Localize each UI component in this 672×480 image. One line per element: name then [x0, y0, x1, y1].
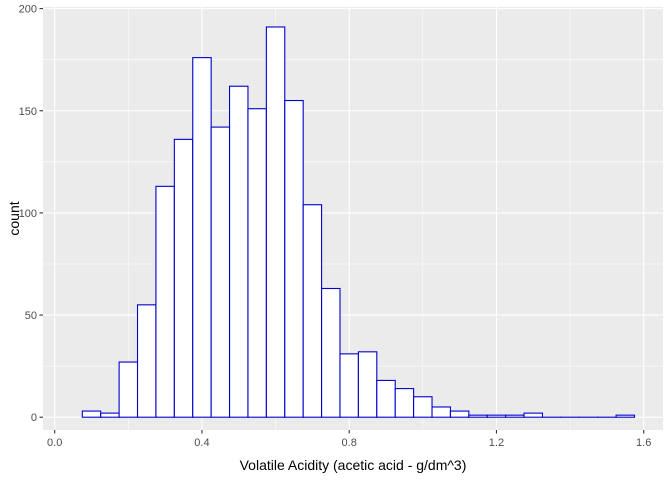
histogram-bar	[468, 414, 488, 418]
x-tick-label: 1.6	[636, 437, 651, 449]
histogram-bar	[136, 304, 157, 418]
histogram-bar	[284, 99, 304, 418]
x-tick-label: 1.2	[489, 437, 504, 449]
histogram-bar	[376, 379, 396, 418]
x-tick-label: 0.4	[194, 437, 209, 449]
histogram-bar	[247, 108, 267, 418]
histogram-bar	[339, 353, 359, 418]
histogram-bar	[210, 126, 231, 418]
histogram-bar	[505, 414, 525, 418]
histogram-bar	[394, 388, 415, 418]
y-tick-label: 150	[19, 106, 37, 118]
y-tick-label: 50	[25, 310, 37, 322]
histogram-bar	[486, 414, 507, 418]
histogram-bar	[173, 138, 194, 418]
histogram-bars	[81, 26, 636, 418]
histogram-bar	[413, 396, 433, 418]
histogram-bar	[321, 287, 341, 418]
histogram-bar	[431, 406, 451, 418]
x-tick-label: 0.8	[342, 437, 357, 449]
histogram-bar	[100, 412, 120, 418]
y-axis: 0 50 100 150 200	[19, 4, 43, 424]
y-axis-title: count	[6, 201, 22, 235]
x-axis: 0.0 0.4 0.8 1.2 1.6	[47, 430, 651, 449]
histogram-bar	[155, 185, 175, 418]
histogram-bar	[449, 410, 470, 418]
histogram-bar	[265, 26, 286, 418]
x-axis-title: Volatile Acidity (acetic acid - g/dm^3)	[240, 457, 467, 473]
histogram-bar	[229, 85, 249, 418]
histogram-bar	[357, 351, 378, 418]
histogram-bar	[192, 57, 212, 418]
histogram-bar	[302, 204, 323, 418]
histogram-bar	[81, 410, 102, 418]
y-tick-label: 100	[19, 208, 37, 220]
y-tick-label: 0	[31, 412, 37, 424]
histogram-bar	[615, 414, 636, 418]
histogram-bar	[118, 361, 139, 418]
x-tick-label: 0.0	[47, 437, 62, 449]
histogram-bar	[523, 412, 544, 418]
y-tick-label: 200	[19, 4, 37, 16]
